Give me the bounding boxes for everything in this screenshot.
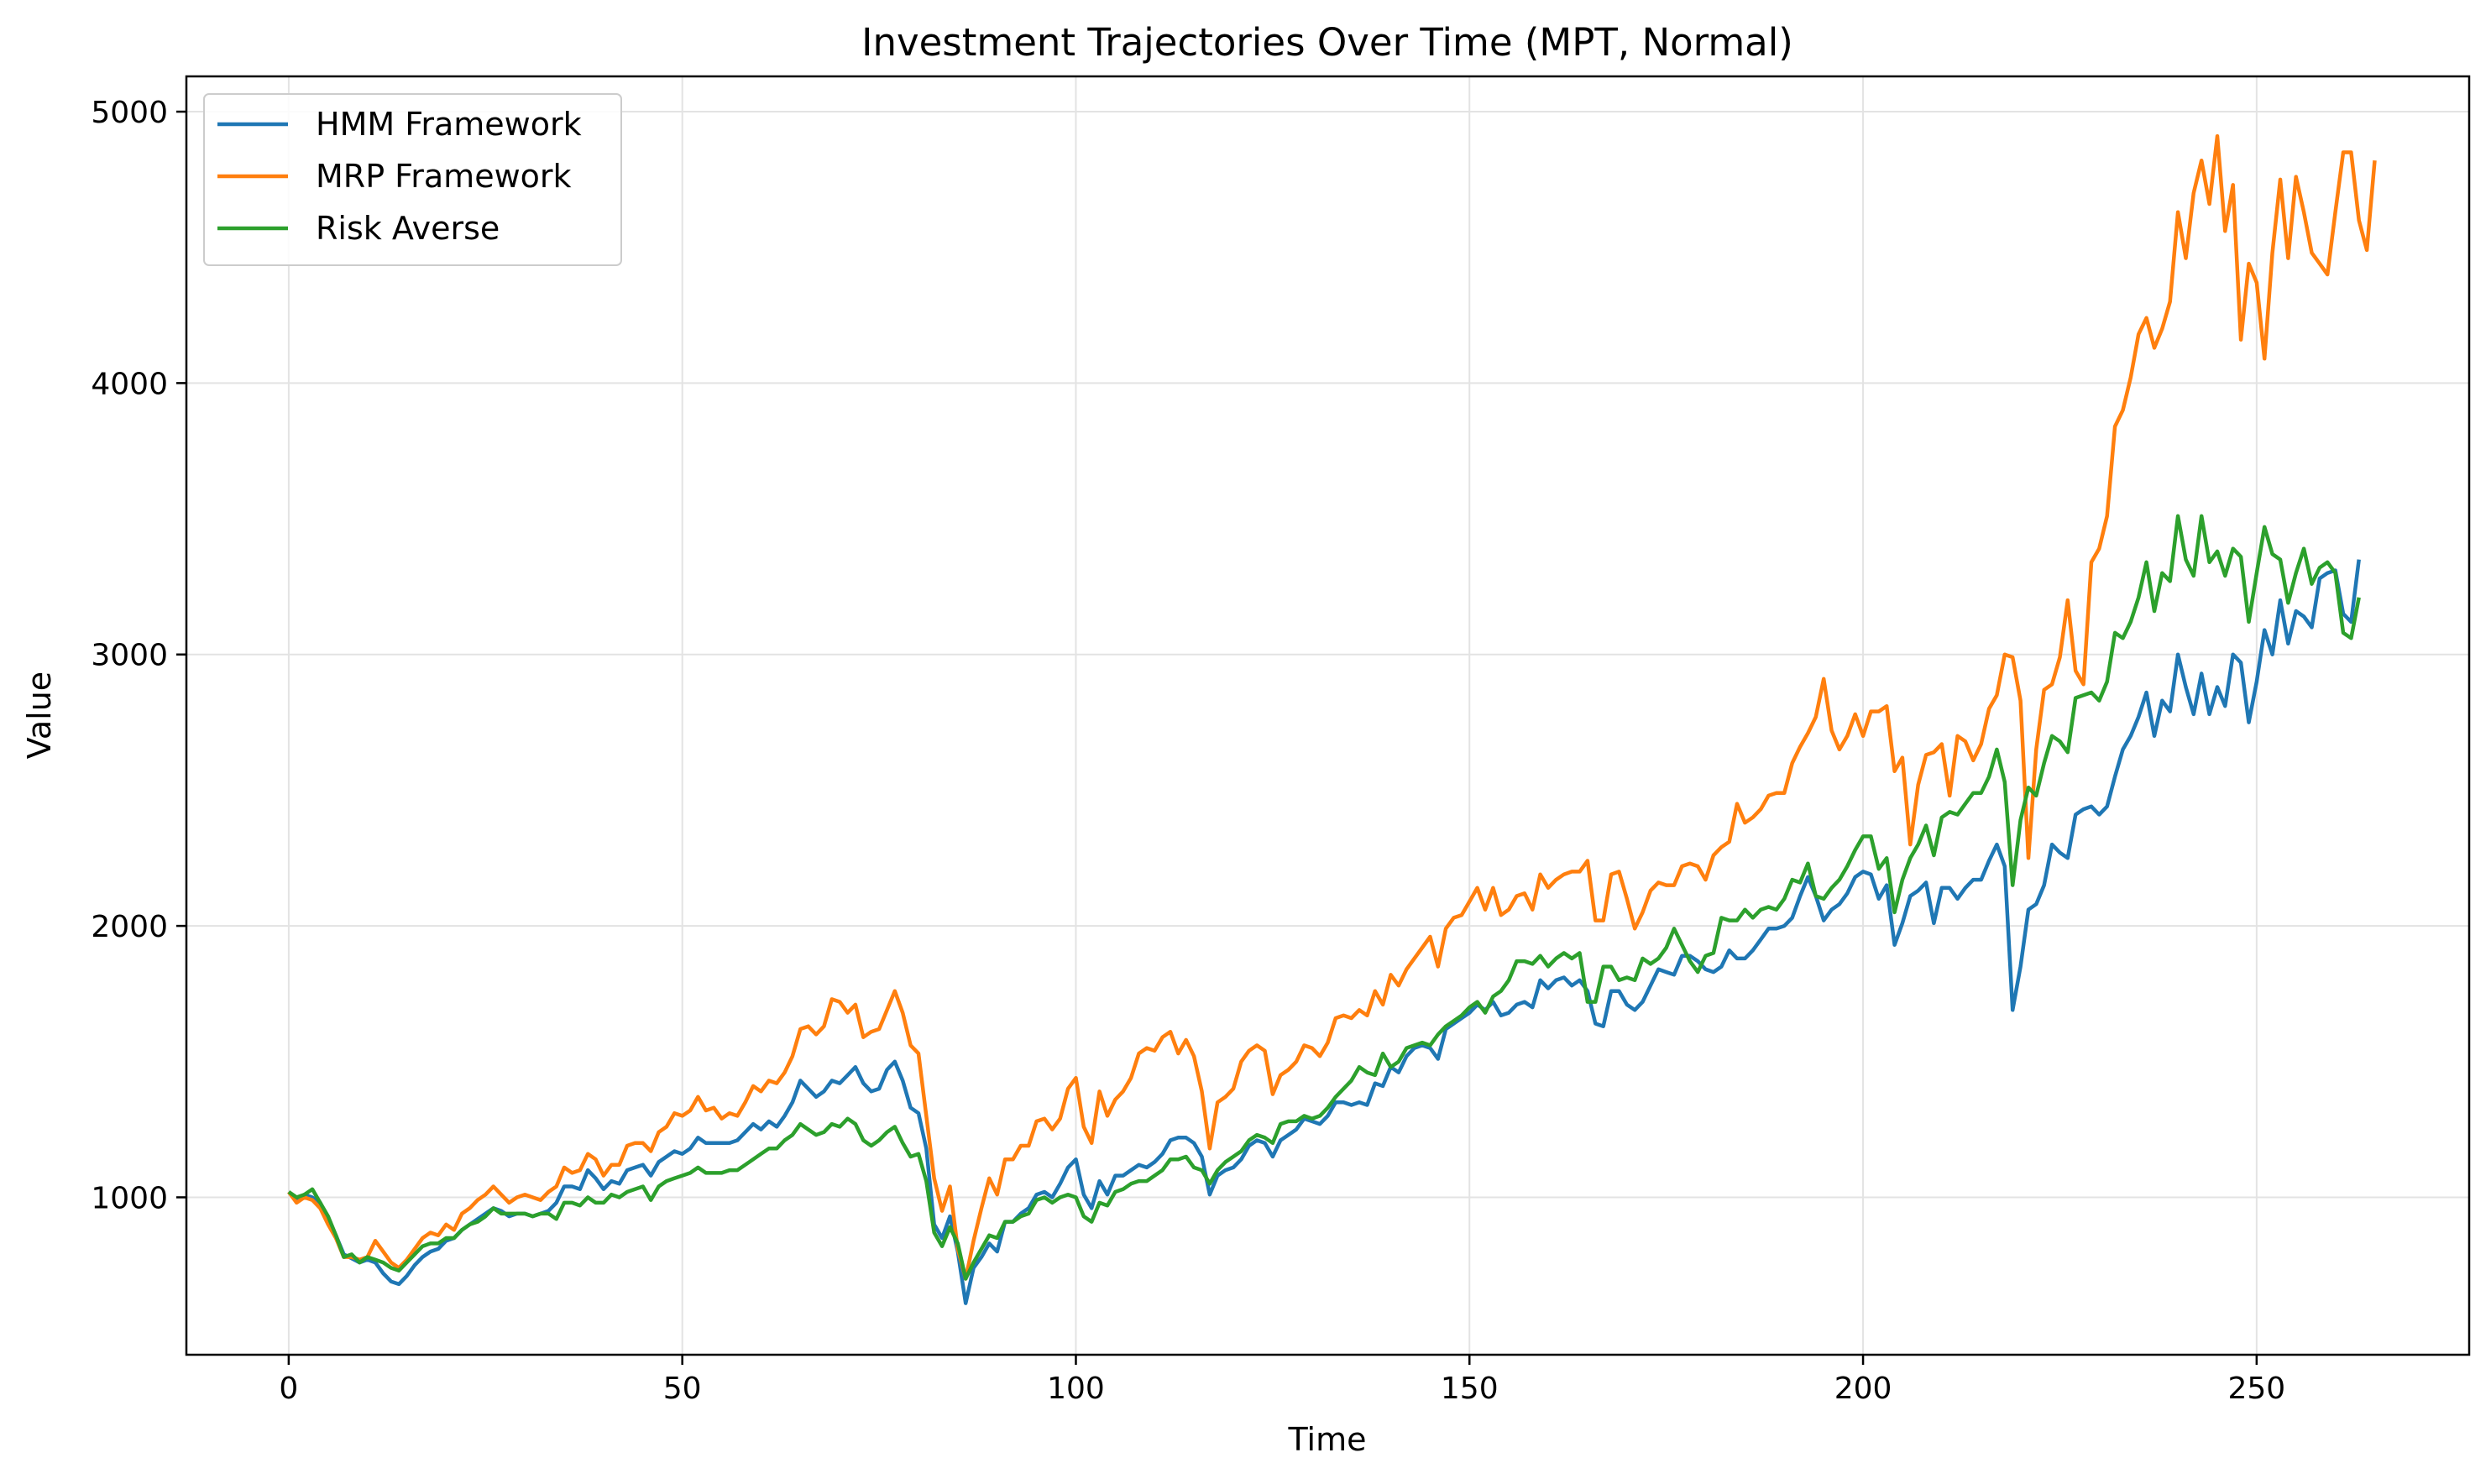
x-tick-label: 250 xyxy=(2227,1372,2285,1406)
legend: HMM Framework MRP Framework Risk Averse xyxy=(203,93,622,266)
grid xyxy=(186,76,2469,1355)
x-tick-label: 200 xyxy=(1834,1372,1892,1406)
legend-label-mrp-framework: MRP Framework xyxy=(316,158,572,195)
y-axis-label: Value xyxy=(21,671,58,759)
legend-box xyxy=(203,93,622,266)
x-axis-ticks: 0 50 100 150 200 250 xyxy=(279,1355,2285,1406)
chart-title: Investment Trajectories Over Time (MPT, … xyxy=(861,20,1793,65)
x-tick-label: 100 xyxy=(1047,1372,1105,1406)
y-axis-ticks: 1000 2000 3000 4000 5000 xyxy=(91,96,186,1215)
x-tick-label: 150 xyxy=(1441,1372,1499,1406)
y-tick-label: 2000 xyxy=(91,910,168,944)
legend-label-hmm-framework: HMM Framework xyxy=(316,106,582,143)
x-tick-label: 50 xyxy=(663,1372,702,1406)
y-tick-label: 1000 xyxy=(91,1181,168,1215)
legend-label-risk-averse: Risk Averse xyxy=(316,210,500,247)
series-line-risk-averse xyxy=(287,514,2361,1281)
y-tick-label: 4000 xyxy=(91,367,168,401)
y-tick-label: 3000 xyxy=(91,639,168,673)
y-tick-label: 5000 xyxy=(91,96,168,130)
plot-area-frame xyxy=(185,75,2471,1356)
series-lines xyxy=(287,133,2377,1305)
series-line-mrp-framework xyxy=(287,133,2377,1281)
x-axis-label: Time xyxy=(1288,1421,1367,1458)
series-line-hmm-framework xyxy=(287,559,2361,1305)
x-tick-label: 0 xyxy=(279,1372,298,1406)
